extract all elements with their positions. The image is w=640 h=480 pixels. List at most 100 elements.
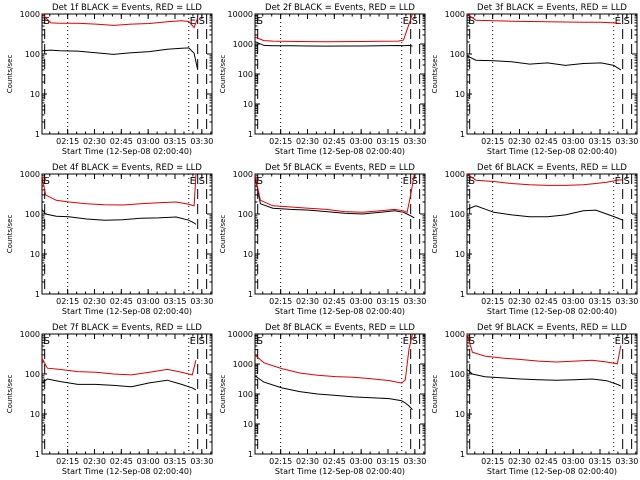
- y-tick-label: 10000: [228, 10, 253, 19]
- plot-title: Det 6f BLACK = Events, RED = LLD: [477, 163, 627, 173]
- plot-title: Det 2f BLACK = Events, RED = LLD: [265, 3, 415, 13]
- x-axis-label: Start Time (12-Sep-08 02:00:40): [487, 467, 617, 476]
- x-tick-label: 02:45: [323, 137, 346, 146]
- x-tick-label: 02:15: [481, 297, 504, 306]
- y-tick-label: 1000: [445, 170, 465, 179]
- x-tick-label: 02:30: [296, 297, 319, 306]
- marker-label-s: S: [257, 176, 263, 187]
- marker-label-e: E: [615, 176, 621, 187]
- x-tick-label: 02:15: [269, 457, 292, 466]
- lld-series-line: [41, 357, 197, 376]
- y-tick-label: 100: [25, 370, 40, 379]
- events-series-line: [466, 55, 622, 71]
- plot-frame: [466, 333, 638, 455]
- y-tick-label: 10: [243, 420, 253, 429]
- x-tick-label: 03:00: [350, 137, 373, 146]
- x-tick-label: 02:30: [508, 137, 531, 146]
- x-tick-label: 03:15: [163, 457, 186, 466]
- x-axis-label: Start Time (12-Sep-08 02:00:40): [275, 467, 405, 476]
- plot-frame: [41, 333, 213, 455]
- y-tick-label: 1: [35, 450, 40, 459]
- events-series-line: [41, 209, 197, 225]
- plot-title: Det 4f BLACK = Events, RED = LLD: [52, 163, 202, 173]
- lld-series-line: [254, 333, 413, 384]
- y-tick-label: 10: [455, 250, 465, 259]
- x-tick-label: 03:30: [190, 297, 213, 306]
- x-tick-label: 03:00: [350, 297, 373, 306]
- y-tick-label: 10: [30, 90, 40, 99]
- marker-label-e: E: [403, 16, 409, 27]
- x-tick-label: 02:15: [56, 137, 79, 146]
- x-tick-label: 02:30: [296, 457, 319, 466]
- y-tick-label: 1: [460, 290, 465, 299]
- x-tick-label: 02:45: [535, 457, 558, 466]
- x-tick-label: 02:45: [323, 297, 346, 306]
- lld-series-line: [466, 173, 623, 186]
- plot-title: Det 7f BLACK = Events, RED = LLD: [52, 323, 202, 333]
- plot-frame: [466, 13, 638, 135]
- x-tick-label: 02:45: [323, 457, 346, 466]
- plot-title: Det 5f BLACK = Events, RED = LLD: [265, 163, 415, 173]
- y-tick-label: 10: [243, 100, 253, 109]
- marker-label-s: S: [257, 336, 263, 347]
- marker-label-s: S: [44, 336, 50, 347]
- x-tick-label: 02:45: [110, 137, 133, 146]
- y-tick-label: 100: [25, 210, 40, 219]
- y-axis-label: Counts/sec: [431, 215, 439, 254]
- x-tick-label: 03:30: [615, 297, 638, 306]
- plot-frame: [466, 173, 638, 295]
- x-tick-label: 03:15: [163, 137, 186, 146]
- x-tick-label: 03:15: [376, 297, 399, 306]
- marker-label-s: S: [624, 16, 630, 27]
- y-tick-label: 1: [248, 450, 253, 459]
- x-tick-label: 02:30: [296, 137, 319, 146]
- x-tick-label: 03:30: [403, 457, 426, 466]
- y-tick-label: 1000: [445, 330, 465, 339]
- x-tick-label: 03:00: [350, 457, 373, 466]
- x-axis-label: Start Time (12-Sep-08 02:00:40): [62, 467, 192, 476]
- y-axis-label: Counts/sec: [6, 55, 14, 94]
- y-axis-label: Counts/sec: [431, 375, 439, 414]
- events-series-line: [41, 47, 199, 71]
- y-tick-label: 10: [243, 250, 253, 259]
- marker-label-s: S: [199, 16, 205, 27]
- x-tick-label: 03:00: [137, 297, 160, 306]
- x-tick-label: 02:15: [56, 297, 79, 306]
- x-tick-label: 03:30: [403, 297, 426, 306]
- y-tick-label: 1: [248, 290, 253, 299]
- x-tick-label: 03:15: [588, 297, 611, 306]
- x-tick-label: 03:30: [615, 457, 638, 466]
- x-tick-label: 03:00: [137, 457, 160, 466]
- x-axis-label: Start Time (12-Sep-08 02:00:40): [275, 307, 405, 316]
- x-tick-label: 03:00: [562, 457, 585, 466]
- y-axis-label: Counts/sec: [431, 55, 439, 94]
- y-axis-label: Counts/sec: [219, 375, 227, 414]
- x-tick-label: 03:00: [137, 137, 160, 146]
- marker-label-s: S: [44, 176, 50, 187]
- x-tick-label: 03:15: [376, 457, 399, 466]
- y-axis-label: Counts/sec: [6, 375, 14, 414]
- y-tick-label: 1: [248, 130, 253, 139]
- y-tick-label: 100: [238, 70, 253, 79]
- marker-label-s: S: [469, 336, 475, 347]
- marker-label-s: S: [469, 16, 475, 27]
- marker-label-e: E: [190, 16, 196, 27]
- lld-series-line: [466, 13, 621, 24]
- plot-title: Det 3f BLACK = Events, RED = LLD: [477, 3, 627, 13]
- x-tick-label: 02:15: [481, 137, 504, 146]
- plot-title: Det 9f BLACK = Events, RED = LLD: [477, 323, 627, 333]
- marker-label-e: E: [190, 336, 196, 347]
- x-tick-label: 03:00: [562, 297, 585, 306]
- y-tick-label: 100: [238, 210, 253, 219]
- y-tick-label: 100: [25, 50, 40, 59]
- x-tick-label: 02:15: [56, 457, 79, 466]
- y-axis-label: Counts/sec: [219, 55, 227, 94]
